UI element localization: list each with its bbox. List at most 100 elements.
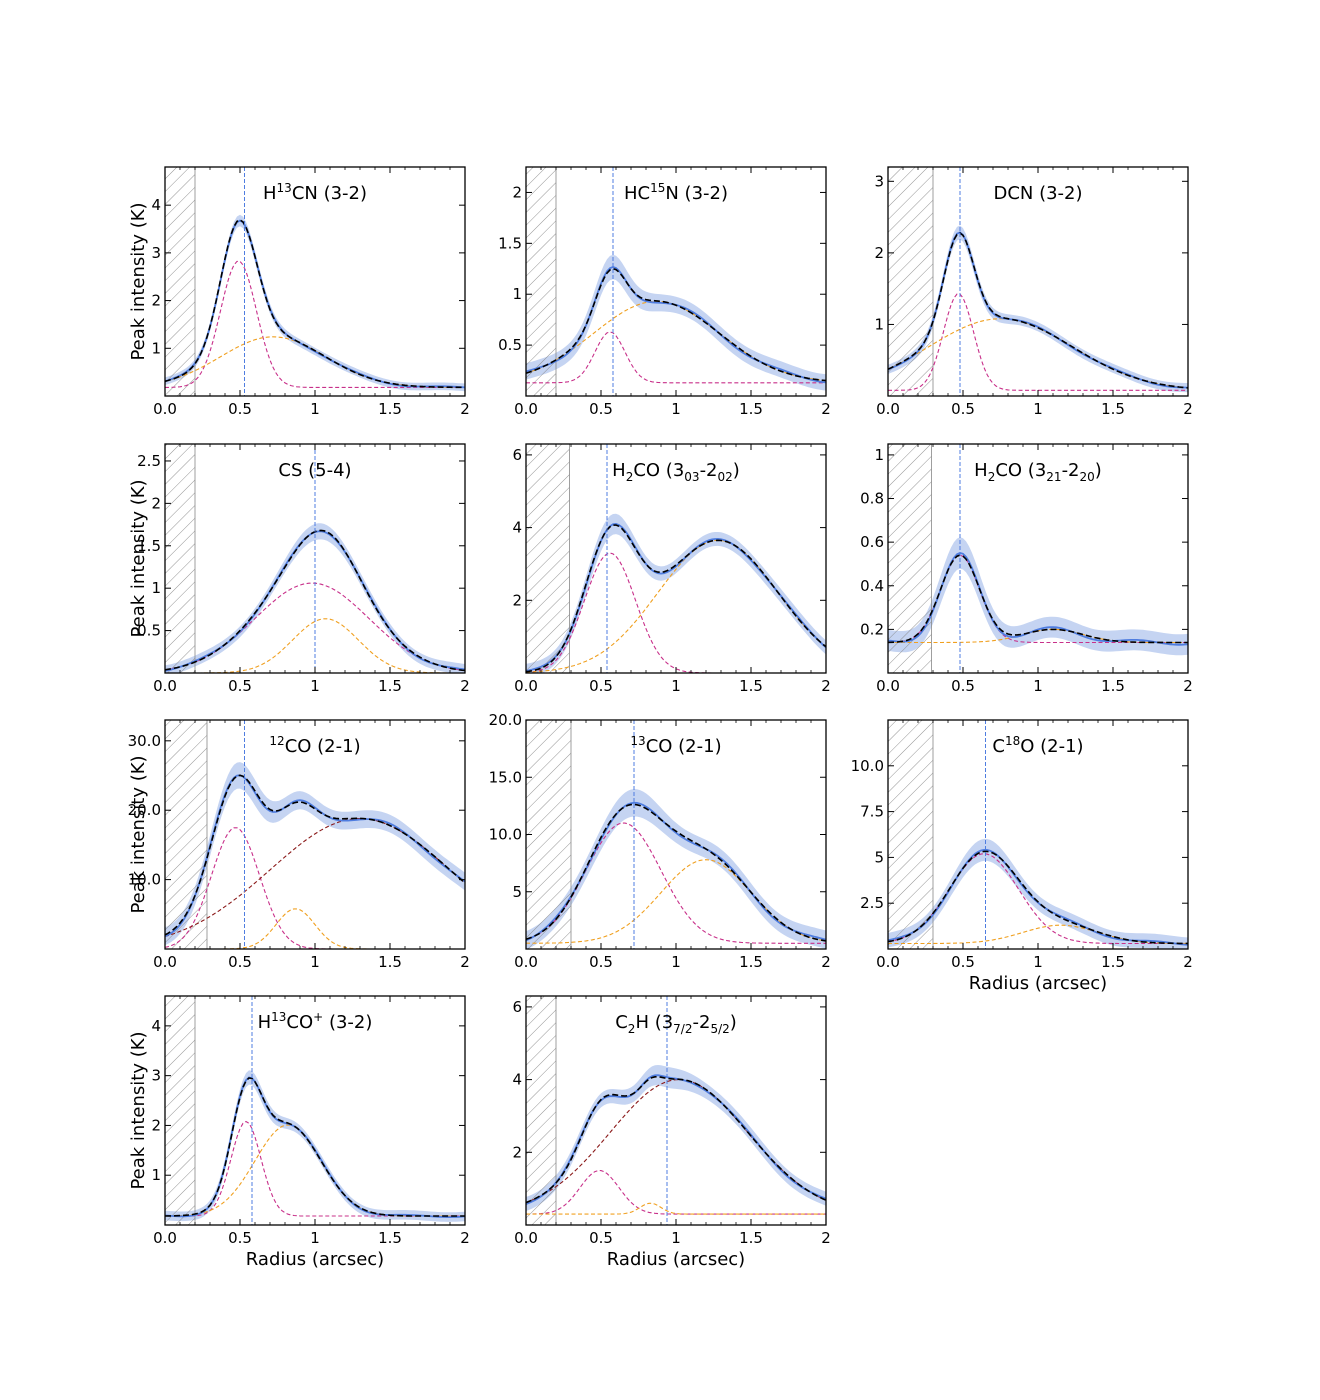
x-tick-label: 1.5 bbox=[739, 1229, 763, 1247]
panel-0: 0.0 0.5 1 1.5 2 1 2 3 4 H13CN (3-2) Peak intensity… bbox=[128, 166, 470, 418]
component-magenta-line bbox=[165, 1120, 465, 1217]
y-tick-label: 0.6 bbox=[860, 533, 884, 551]
y-tick-label: 3 bbox=[151, 1067, 161, 1085]
plot-area bbox=[526, 720, 826, 949]
x-tick-label: 0.5 bbox=[228, 677, 252, 695]
panel-title-part: H bbox=[258, 1012, 272, 1033]
panel-title-part: 03 bbox=[684, 470, 699, 484]
x-tick-label: 1.5 bbox=[739, 677, 763, 695]
panel-title-part: CO bbox=[286, 1012, 313, 1033]
x-tick-label: 1 bbox=[310, 677, 320, 695]
panel-title: 12CO (2-1) bbox=[269, 734, 360, 757]
y-tick-label: 0.5 bbox=[498, 336, 522, 354]
x-tick-label: 0.5 bbox=[589, 1229, 613, 1247]
x-axis-label: Radius (arcsec) bbox=[969, 973, 1107, 994]
panel-title-part: 13 bbox=[630, 734, 645, 748]
uncertainty-band bbox=[888, 537, 1188, 656]
component-orange-line bbox=[526, 539, 826, 673]
x-axis-label: Radius (arcsec) bbox=[607, 1249, 745, 1270]
panel-title: CS (5-4) bbox=[278, 460, 351, 481]
inner-unresolved-region bbox=[165, 720, 208, 949]
component-orange-line bbox=[165, 908, 465, 949]
panel-title-part: N (3-2) bbox=[665, 183, 728, 204]
component-magenta-line bbox=[526, 331, 826, 384]
y-tick-label: 2 bbox=[512, 591, 522, 609]
y-tick-label: 2 bbox=[512, 1143, 522, 1161]
x-tick-label: 2 bbox=[1183, 677, 1193, 695]
x-tick-label: 0.5 bbox=[951, 400, 975, 418]
y-tick-label: 4 bbox=[151, 196, 161, 214]
x-tick-label: 2 bbox=[460, 400, 470, 418]
data-profile-line bbox=[526, 522, 826, 672]
y-tick-label: 30.0 bbox=[128, 732, 161, 750]
panel-title-part: 2 bbox=[626, 470, 634, 484]
axes-frame bbox=[164, 995, 466, 1226]
panel-title-part: 13 bbox=[277, 181, 292, 195]
model-fit-line bbox=[526, 267, 826, 382]
x-tick-label: 1 bbox=[671, 400, 681, 418]
x-tick-label: 1 bbox=[1033, 953, 1043, 971]
x-axis-label: Radius (arcsec) bbox=[246, 1249, 384, 1270]
panel-title-part: ) bbox=[733, 460, 740, 481]
x-tick-label: 0.5 bbox=[228, 953, 252, 971]
y-tick-label: 1.5 bbox=[498, 234, 522, 252]
component-magenta-line bbox=[526, 552, 826, 673]
x-tick-label: 1 bbox=[1033, 400, 1043, 418]
inner-unresolved-region bbox=[526, 444, 570, 673]
y-axis-label: Peak intensity (K) bbox=[128, 202, 149, 360]
y-tick-label: 1 bbox=[512, 285, 522, 303]
plot-area bbox=[165, 996, 465, 1225]
y-tick-label: 2.5 bbox=[137, 452, 161, 470]
inner-unresolved-region bbox=[165, 996, 196, 1225]
panel-title-part: O (2-1) bbox=[1020, 736, 1083, 757]
panel-title-part: C bbox=[992, 736, 1005, 757]
uncertainty-band bbox=[526, 1065, 826, 1211]
y-tick-label: 20.0 bbox=[489, 711, 522, 729]
inner-unresolved-region bbox=[526, 167, 557, 396]
y-tick-label: 0.5 bbox=[137, 622, 161, 640]
panel-title-part: 2 bbox=[988, 470, 996, 484]
panel-title-part: 02 bbox=[718, 470, 733, 484]
panel-title-part: 21 bbox=[1046, 470, 1061, 484]
x-tick-label: 2 bbox=[460, 953, 470, 971]
x-tick-label: 1.5 bbox=[378, 400, 402, 418]
panel-title-part: CO (3 bbox=[633, 460, 684, 481]
panel-title-part: 12 bbox=[269, 734, 284, 748]
component-magenta-line bbox=[165, 827, 465, 949]
uncertainty-band bbox=[526, 789, 826, 949]
y-tick-label: 2 bbox=[151, 494, 161, 512]
inner-unresolved-region bbox=[526, 720, 572, 949]
panel-title-part: CS (5-4) bbox=[278, 460, 351, 481]
component-magenta-line bbox=[888, 853, 1188, 945]
x-tick-label: 0.0 bbox=[876, 400, 900, 418]
x-tick-label: 1.5 bbox=[1101, 953, 1125, 971]
y-tick-label: 1 bbox=[151, 1166, 161, 1184]
panel-title-part: ) bbox=[1095, 460, 1102, 481]
x-tick-label: 2 bbox=[460, 1229, 470, 1247]
component-magenta-line bbox=[888, 293, 1188, 391]
y-tick-label: 1 bbox=[874, 446, 884, 464]
component-orange-line bbox=[165, 336, 465, 388]
panel-2: 0.0 0.5 1 1.5 2 1 2 3 DCN (3-2) bbox=[874, 166, 1193, 418]
panel-8: 0.0 0.5 1 1.5 2 2.5 5 7.5 10.0 C18O (2-1) Radius (… bbox=[851, 719, 1193, 994]
x-tick-label: 0.5 bbox=[228, 1229, 252, 1247]
panel-title-part: H bbox=[263, 183, 277, 204]
component-orange-line bbox=[526, 1202, 826, 1215]
panel-3: 0.0 0.5 1 1.5 2 0.5 1 1.5 2 2.5 CS (5-4) Peak inten… bbox=[128, 443, 470, 695]
panel-title-part: -2 bbox=[700, 460, 718, 481]
x-tick-label: 0.5 bbox=[951, 953, 975, 971]
plot-area bbox=[888, 444, 1188, 673]
data-profile-line bbox=[526, 1074, 826, 1205]
panel-title-part: H (3 bbox=[635, 1012, 673, 1033]
model-fit-line bbox=[888, 554, 1188, 644]
y-tick-label: 2 bbox=[874, 244, 884, 262]
x-tick-label: 0.0 bbox=[876, 677, 900, 695]
x-tick-label: 2 bbox=[821, 953, 831, 971]
panel-title: 13CO (2-1) bbox=[630, 734, 721, 757]
y-tick-label: 0.4 bbox=[860, 577, 884, 595]
y-tick-label: 2 bbox=[512, 183, 522, 201]
x-tick-label: 1 bbox=[1033, 677, 1043, 695]
y-tick-label: 2 bbox=[151, 292, 161, 310]
plot-area bbox=[165, 167, 465, 396]
